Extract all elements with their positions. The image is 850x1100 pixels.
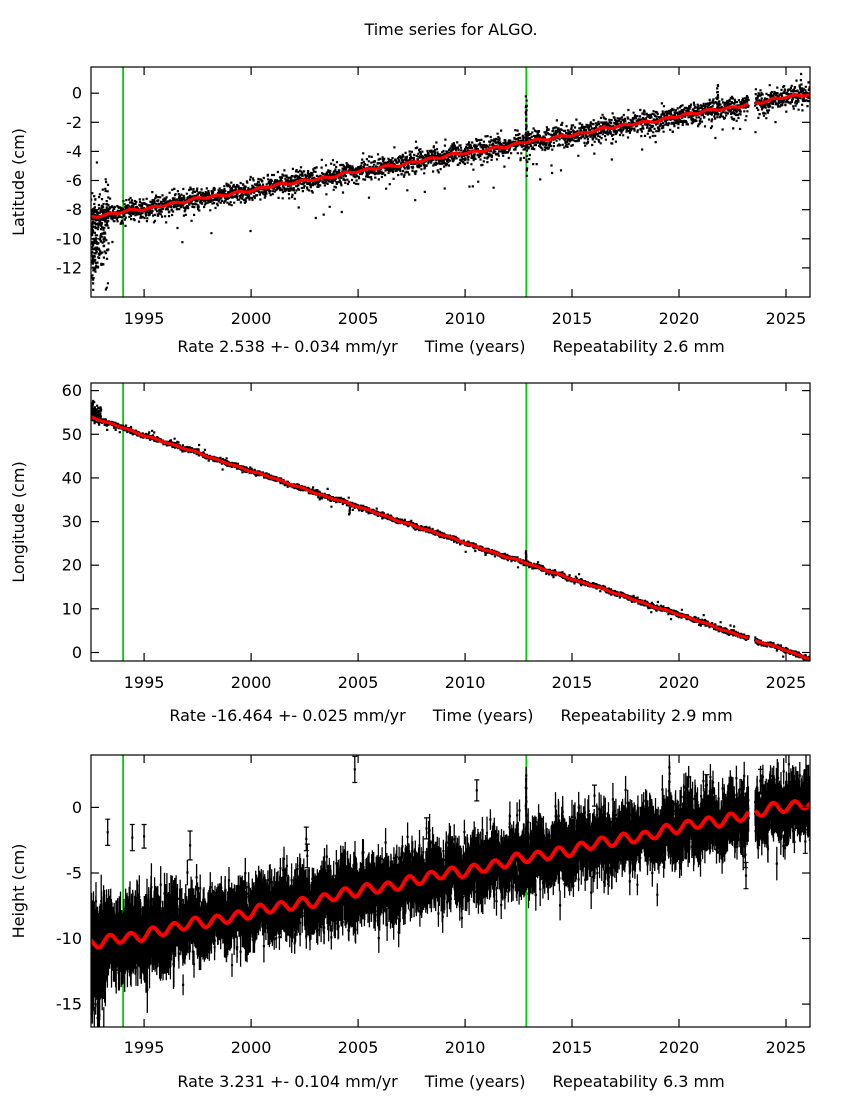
repeatability-label: Repeatability 2.9 mm — [560, 706, 733, 725]
x-tick-label: 2020 — [659, 309, 700, 328]
repeatability-label: Repeatability 6.3 mm — [552, 1072, 725, 1091]
height-plot: 1995 2000 2005 2010 2015 2020 2025 0 -5 -10 -15 Hei… — [9, 754, 811, 1057]
rate-label: Rate 3.231 +- 0.104 mm/yr — [177, 1072, 398, 1091]
y-axis-label: Latitude (cm) — [9, 128, 28, 236]
y-tick-label: 20 — [62, 556, 82, 575]
y-tick-label: -10 — [56, 229, 82, 248]
x-tick-label: 2000 — [231, 309, 272, 328]
y-tick-label: -12 — [56, 258, 82, 277]
x-tick-label: 2015 — [552, 309, 593, 328]
y-tick-label: 0 — [72, 798, 82, 817]
y-tick-label: 0 — [72, 643, 82, 662]
x-tick-label: 2020 — [659, 1038, 700, 1057]
rate-label: Rate 2.538 +- 0.034 mm/yr — [177, 337, 398, 356]
x-tick-label: 2015 — [552, 1038, 593, 1057]
chart-title: Time series for ALGO. — [364, 20, 538, 39]
y-tick-label: 30 — [62, 512, 82, 531]
plot-frame — [90, 66, 811, 298]
x-tick-label: 2010 — [445, 309, 486, 328]
data-points — [91, 399, 810, 661]
y-tick-label: 50 — [62, 425, 82, 444]
trend-line — [91, 799, 810, 950]
trend-line — [91, 415, 810, 661]
y-tick-label: -6 — [66, 171, 82, 190]
rate-label: Rate -16.464 +- 0.025 mm/yr — [169, 706, 406, 725]
y-tick-label: 10 — [62, 599, 82, 618]
height-footer: Rate 3.231 +- 0.104 mm/yr Time (years) R… — [66, 1072, 836, 1091]
x-tick-label: 2005 — [338, 309, 379, 328]
time-axis-label: Time (years) — [432, 706, 534, 725]
x-tick-label: 2000 — [231, 673, 272, 692]
y-tick-label: 40 — [62, 468, 82, 487]
latitude-plot: 1995 2000 2005 2010 2015 2020 2025 0 -2 -4 -6 -8 -10… — [9, 66, 811, 328]
x-tick-label: 2005 — [338, 673, 379, 692]
y-tick-label: -5 — [66, 864, 82, 883]
y-tick-label: -2 — [66, 113, 82, 132]
y-axis-label: Longitude (cm) — [9, 461, 28, 583]
x-tick-label: 1995 — [124, 673, 165, 692]
y-tick-label: -8 — [66, 200, 82, 219]
x-tick-label: 2010 — [445, 673, 486, 692]
x-tick-label: 2005 — [338, 1038, 379, 1057]
x-tick-label: 2015 — [552, 673, 593, 692]
error-bar-caps — [105, 755, 808, 890]
x-tick-label: 2010 — [445, 1038, 486, 1057]
x-tick-label: 2020 — [659, 673, 700, 692]
x-tick-label: 1995 — [124, 1038, 165, 1057]
y-tick-label: -10 — [56, 929, 82, 948]
time-axis-label: Time (years) — [424, 337, 526, 356]
x-tick-label: 2025 — [766, 1038, 807, 1057]
latitude-footer: Rate 2.538 +- 0.034 mm/yr Time (years) R… — [66, 337, 836, 356]
x-tick-label: 2025 — [766, 309, 807, 328]
time-axis-label: Time (years) — [424, 1072, 526, 1091]
data-points — [91, 763, 810, 1027]
y-axis-label: Height (cm) — [9, 844, 28, 939]
plot-frame — [90, 754, 811, 1028]
x-tick-label: 2000 — [231, 1038, 272, 1057]
trend-line — [91, 92, 810, 219]
y-tick-label: -4 — [66, 142, 82, 161]
y-tick-label: 0 — [72, 84, 82, 103]
longitude-plot: 1995 2000 2005 2010 2015 2020 2025605040302010… — [9, 381, 811, 692]
y-tick-label: -15 — [56, 995, 82, 1014]
data-points — [91, 72, 810, 291]
y-tick-label: 60 — [62, 381, 82, 400]
longitude-footer: Rate -16.464 +- 0.025 mm/yr Time (years)… — [66, 706, 836, 725]
x-tick-label: 1995 — [124, 309, 165, 328]
repeatability-label: Repeatability 2.6 mm — [552, 337, 725, 356]
x-tick-label: 2025 — [766, 673, 807, 692]
